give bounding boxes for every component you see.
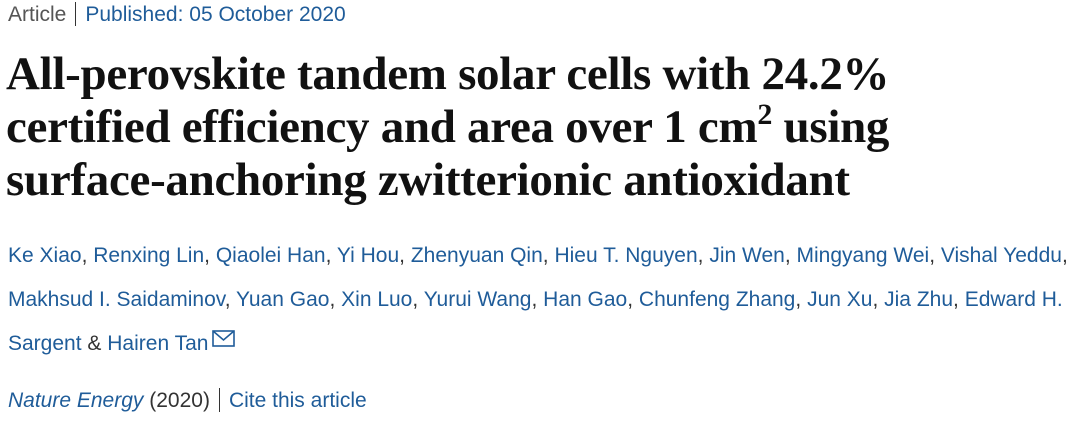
superscript: 2 <box>757 98 773 131</box>
separator: , <box>627 288 634 311</box>
connector: & <box>87 332 102 355</box>
author-link[interactable]: Zhenyuan Qin <box>410 244 543 267</box>
separator: , <box>929 244 936 267</box>
article-title: All-perovskite tandem solar cells with 2… <box>6 48 890 207</box>
title-line: surface-anchoring zwitterionic antioxida… <box>6 154 850 206</box>
cite-link[interactable]: Cite this article <box>228 389 367 412</box>
separator: , <box>697 244 704 267</box>
author-list: Ke Xiao, Renxing Lin, Qiaolei Han, Yi Ho… <box>8 234 1073 366</box>
separator: , <box>1061 244 1068 267</box>
separator: , <box>224 288 231 311</box>
title-line: All-perovskite tandem solar cells with 2… <box>6 48 890 100</box>
author-link[interactable]: Mingyang Wei <box>796 244 930 267</box>
year: (2020) <box>149 389 210 412</box>
author-link[interactable]: Jun Xu <box>807 288 873 311</box>
author-link[interactable]: Hairen Tan <box>107 332 209 355</box>
author-link[interactable]: Edward H. Sargent <box>8 288 1063 355</box>
author-link[interactable]: Makhsud I. Saidaminov <box>8 288 225 311</box>
author-last: Hairen Tan <box>107 330 236 355</box>
separator: , <box>325 244 332 267</box>
separator: , <box>542 244 549 267</box>
author-link[interactable]: Yuan Gao <box>236 288 330 311</box>
author-link[interactable]: Chunfeng Zhang <box>638 288 796 311</box>
author-link[interactable]: Qiaolei Han <box>215 244 326 267</box>
author-link[interactable]: Jin Wen <box>709 244 785 267</box>
separator: , <box>795 288 802 311</box>
divider <box>218 388 220 412</box>
separator: , <box>531 288 538 311</box>
separator: , <box>872 288 879 311</box>
article-meta: Article Published: 05 October 2020 <box>8 2 346 27</box>
email-icon[interactable] <box>212 330 236 348</box>
separator: , <box>399 244 405 267</box>
author-link[interactable]: Xin Luo <box>341 288 413 311</box>
published-date: Published: 05 October 2020 <box>85 3 346 26</box>
title-line: certified efficiency and area over 1 cm <box>6 101 758 153</box>
author-link[interactable]: Hieu T. Nguyen <box>554 244 698 267</box>
author-link[interactable]: Vishal Yeddu <box>940 244 1062 267</box>
author-link[interactable]: Yi Hou <box>336 244 400 267</box>
separator: , <box>412 288 419 311</box>
citation: Nature Energy (2020) Cite this article <box>8 388 367 413</box>
separator: , <box>81 244 88 267</box>
author-link[interactable]: Jia Zhu <box>884 288 954 311</box>
author-link[interactable]: Renxing Lin <box>93 244 205 267</box>
article-type: Article <box>8 3 67 26</box>
separator: , <box>329 288 336 311</box>
author-link[interactable]: Yurui Wang <box>423 288 532 311</box>
author-link[interactable]: Han Gao <box>543 288 628 311</box>
separator: , <box>784 244 791 267</box>
journal-name[interactable]: Nature Energy <box>8 389 144 412</box>
author-link[interactable]: Ke Xiao <box>8 244 82 267</box>
title-line: using <box>783 101 890 153</box>
divider <box>75 2 77 26</box>
separator: , <box>204 244 210 267</box>
separator: , <box>953 288 959 311</box>
